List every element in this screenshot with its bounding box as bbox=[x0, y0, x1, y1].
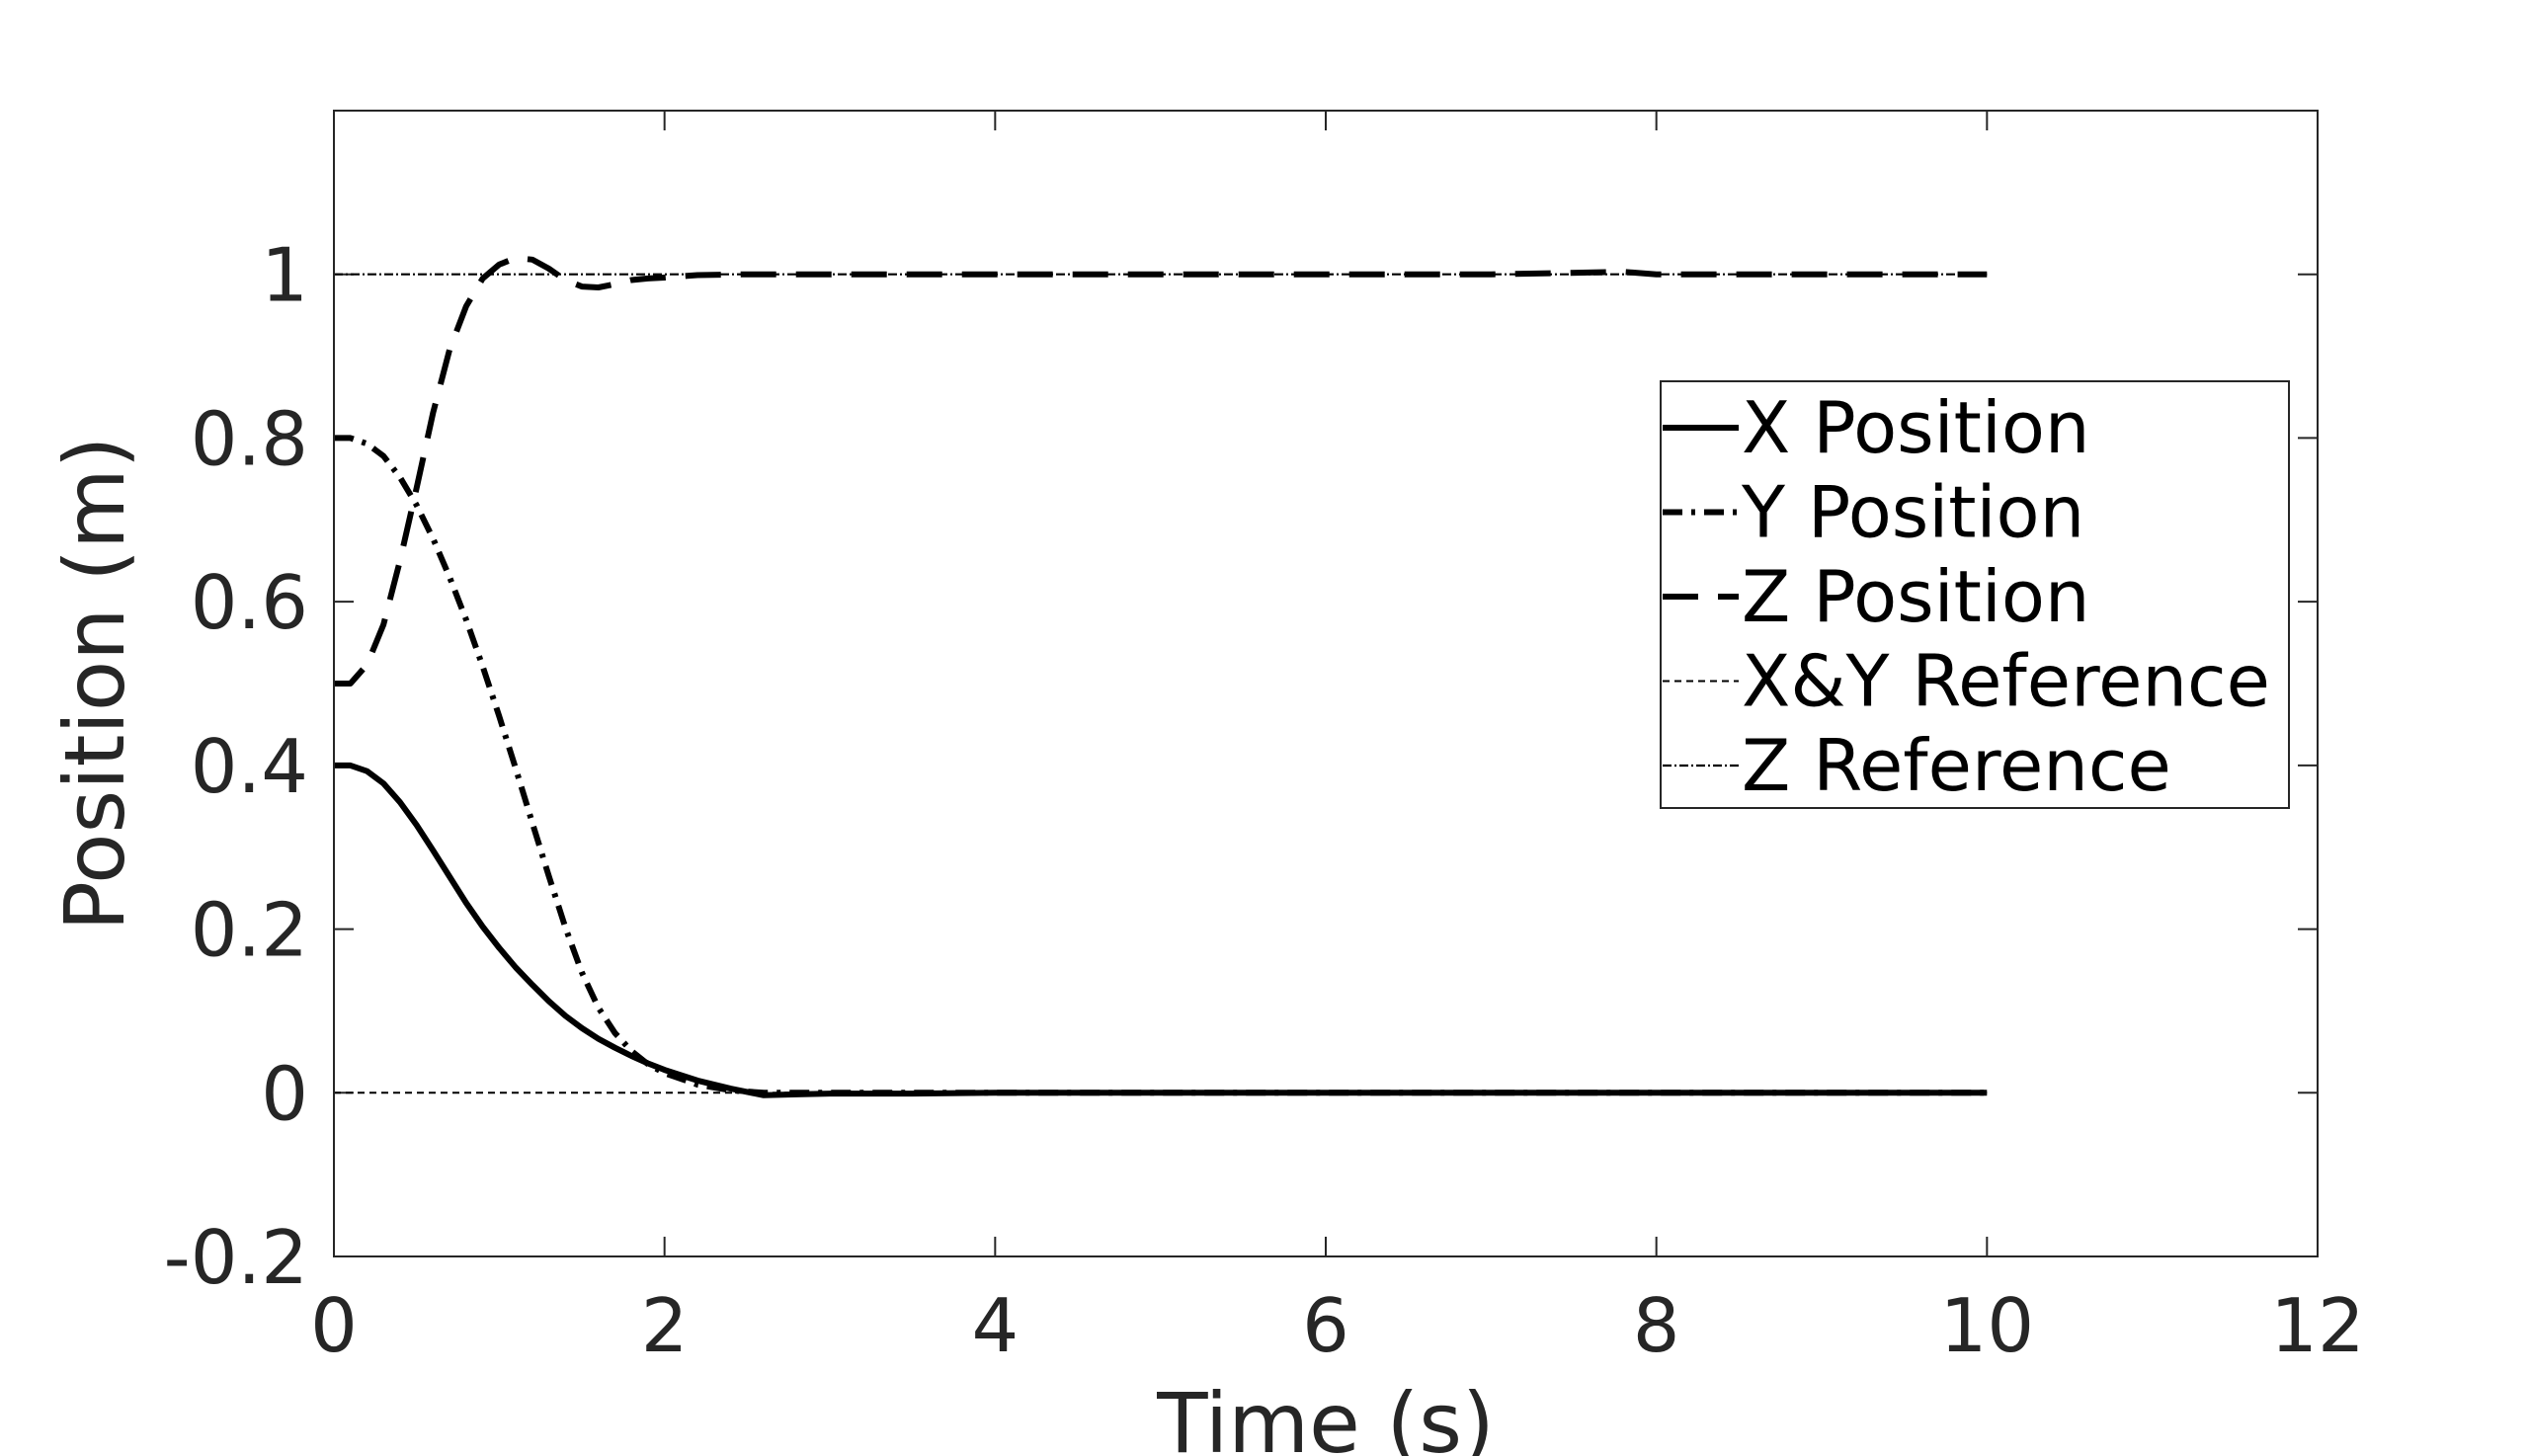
legend-label: X Position bbox=[1742, 386, 2090, 469]
x-tick-label: 12 bbox=[2270, 1282, 2364, 1369]
y-tick-label: 0 bbox=[261, 1050, 308, 1137]
y-tick-label: 0.8 bbox=[191, 395, 308, 482]
legend-box bbox=[1660, 380, 2290, 809]
legend-label: X&Y Reference bbox=[1742, 640, 2270, 723]
x-tick-label: 2 bbox=[641, 1282, 689, 1369]
y-tick-label: -0.2 bbox=[164, 1214, 308, 1301]
x-tick-label: 8 bbox=[1633, 1282, 1680, 1369]
x-tick-labels: 0 2 4 6 8 10 12 bbox=[310, 1282, 2365, 1369]
legend-label: Z Reference bbox=[1742, 724, 2171, 807]
x-axis-title: Time (s) bbox=[1156, 1375, 1495, 1456]
plot-frame bbox=[333, 110, 2319, 1257]
series-line-y-position bbox=[334, 435, 1988, 1096]
x-tick-label: 4 bbox=[971, 1282, 1019, 1369]
y-tick-labels: -0.2 0 0.2 0.4 0.6 0.8 1 bbox=[164, 232, 308, 1301]
legend-label: Y Position bbox=[1741, 471, 2084, 554]
series-line-z-position bbox=[334, 255, 1988, 687]
series-group bbox=[334, 255, 1988, 1098]
y-tick-label: 1 bbox=[261, 232, 308, 319]
series-line-x-position bbox=[334, 762, 1988, 1098]
y-tick-label: 0.2 bbox=[191, 887, 308, 974]
y-axis-title: Position (m) bbox=[46, 436, 143, 930]
x-tick-label: 6 bbox=[1302, 1282, 1349, 1369]
x-tick-label: 0 bbox=[310, 1282, 358, 1369]
y-tick-label: 0.6 bbox=[191, 559, 308, 646]
x-tick-label: 10 bbox=[1940, 1282, 2034, 1369]
y-tick-label: 0.4 bbox=[191, 723, 308, 810]
legend-label: Z Position bbox=[1742, 555, 2090, 638]
